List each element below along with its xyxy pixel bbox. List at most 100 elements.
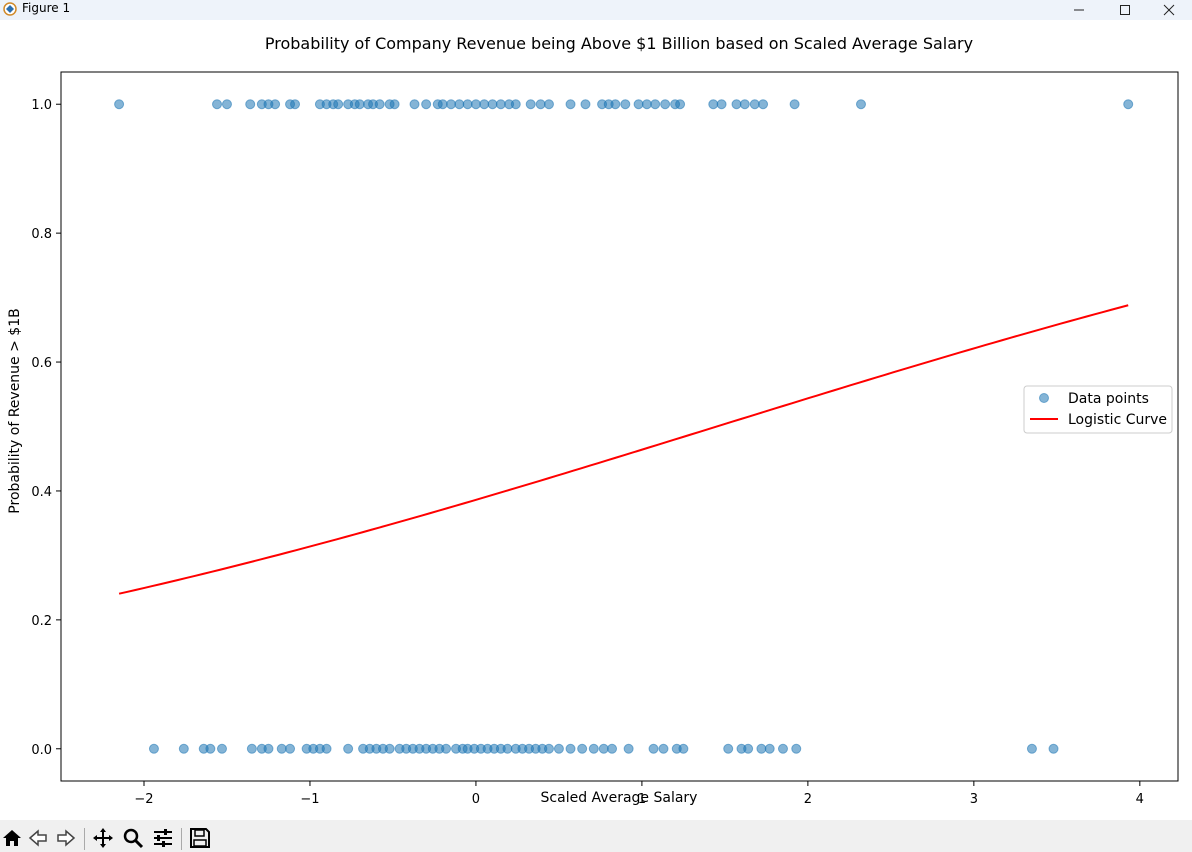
pan-icon (93, 828, 113, 848)
chart[interactable]: Probability of Company Revenue being Abo… (0, 20, 1192, 820)
data-point (633, 99, 644, 110)
zoom-icon (123, 828, 144, 849)
minimize-button[interactable] (1056, 0, 1102, 20)
x-tick-label: 3 (970, 792, 978, 807)
data-point (535, 99, 546, 110)
maximize-icon (1120, 5, 1130, 15)
data-point (756, 743, 767, 754)
y-tick-label: 0.8 (31, 227, 52, 242)
y-tick-label: 0.0 (31, 743, 52, 758)
legend-box (1023, 385, 1173, 434)
legend-label-data-points: Data points (1068, 391, 1149, 407)
window-titlebar: Figure 1 (0, 0, 1192, 20)
window-title: Figure 1 (22, 1, 71, 15)
data-point (270, 99, 281, 110)
data-point (245, 99, 256, 110)
x-tick-label: −2 (134, 792, 153, 807)
data-point (479, 99, 490, 110)
data-point (441, 743, 452, 754)
data-point (487, 99, 498, 110)
forward-button[interactable] (52, 824, 80, 852)
data-point (731, 99, 742, 110)
y-axis-label: Probability of Revenue > $1B (7, 308, 23, 513)
configure-subplots-icon (154, 829, 172, 847)
data-point (374, 99, 385, 110)
data-point (409, 99, 420, 110)
data-point (446, 99, 457, 110)
x-tick-label: 1 (638, 792, 646, 807)
data-point (623, 743, 634, 754)
y-tick-label: 0.2 (31, 614, 52, 629)
y-tick-label: 0.4 (31, 485, 52, 500)
data-point (553, 743, 564, 754)
save-button[interactable] (186, 824, 214, 852)
save-icon (190, 828, 210, 848)
data-point (212, 99, 223, 110)
data-point (510, 99, 521, 110)
data-point (648, 743, 659, 754)
data-point (660, 99, 671, 110)
pan-button[interactable] (89, 824, 117, 852)
data-point (650, 99, 661, 110)
data-point (791, 743, 802, 754)
figure-canvas[interactable]: Probability of Company Revenue being Abo… (0, 20, 1192, 820)
toolbar-separator (84, 828, 85, 850)
data-point (565, 743, 576, 754)
data-point (716, 99, 727, 110)
configure-subplots-button[interactable] (149, 824, 177, 852)
close-button[interactable] (1146, 0, 1192, 20)
data-point (333, 99, 344, 110)
y-tick-label: 0.6 (31, 356, 52, 371)
legend: Data points Logistic Curve (1023, 385, 1173, 434)
data-point (178, 743, 189, 754)
data-point (502, 743, 513, 754)
data-point (470, 99, 481, 110)
data-point (343, 743, 354, 754)
data-point (658, 743, 669, 754)
data-point (462, 99, 473, 110)
close-icon (1163, 4, 1175, 16)
home-button[interactable] (0, 824, 26, 852)
data-point (764, 743, 775, 754)
y-axis: 0.0 0.2 0.4 0.6 0.8 1.0 (31, 98, 61, 758)
data-point (1026, 743, 1037, 754)
data-point (384, 743, 395, 754)
data-point (675, 99, 686, 110)
data-point (743, 743, 754, 754)
data-point (641, 99, 652, 110)
data-point (777, 743, 788, 754)
app-icon (3, 2, 17, 16)
data-point (246, 743, 257, 754)
data-point (678, 743, 689, 754)
data-point (221, 99, 232, 110)
x-tick-label: 0 (472, 792, 480, 807)
home-icon (3, 830, 21, 846)
toolbar (0, 820, 1192, 852)
back-button[interactable] (24, 824, 52, 852)
data-point (285, 743, 296, 754)
data-point (610, 99, 621, 110)
minimize-icon (1074, 9, 1084, 11)
data-point (321, 743, 332, 754)
data-point (588, 743, 599, 754)
data-point (276, 743, 287, 754)
data-point (437, 99, 448, 110)
data-point (454, 99, 465, 110)
chart-title: Probability of Company Revenue being Abo… (265, 34, 973, 53)
data-point (216, 743, 227, 754)
data-point (598, 743, 609, 754)
data-point (389, 99, 400, 110)
x-tick-label: 4 (1136, 792, 1144, 807)
data-point (607, 743, 618, 754)
data-point (205, 743, 216, 754)
data-point (723, 743, 734, 754)
maximize-button[interactable] (1102, 0, 1148, 20)
back-icon (28, 829, 47, 847)
data-point (620, 99, 631, 110)
data-point (855, 99, 866, 110)
data-point (789, 99, 800, 110)
zoom-button[interactable] (119, 824, 147, 852)
data-point (148, 743, 159, 754)
data-point (577, 743, 588, 754)
data-point (263, 743, 274, 754)
